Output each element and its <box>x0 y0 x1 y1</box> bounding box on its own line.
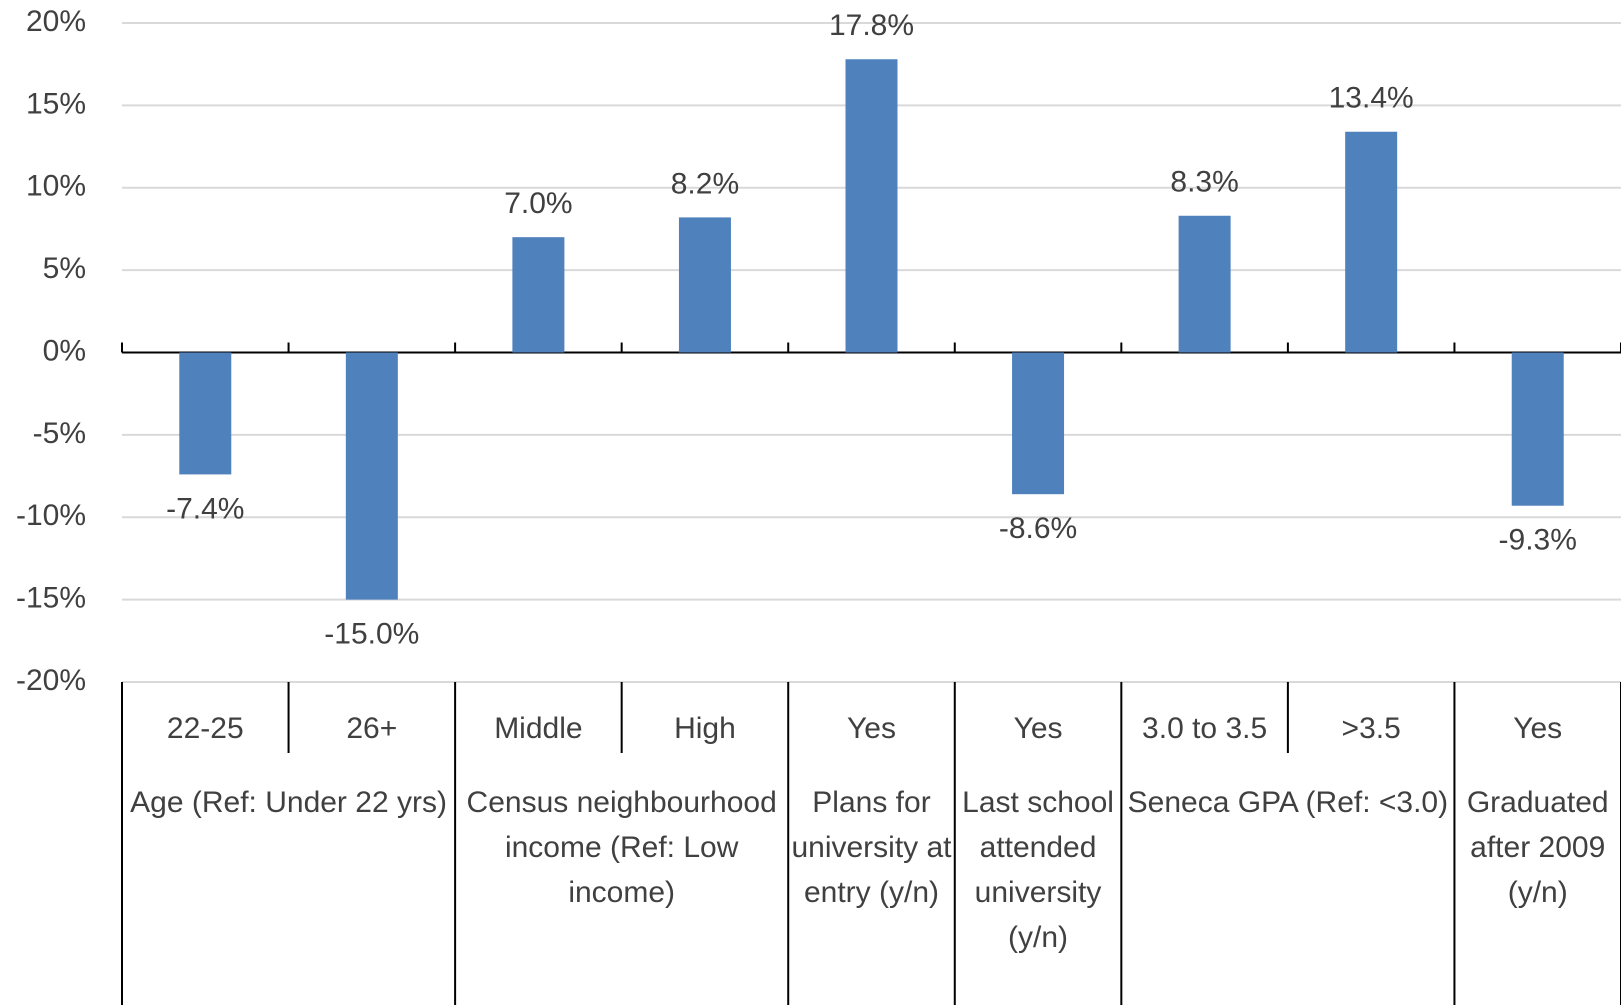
bar <box>1012 352 1065 495</box>
value-label: 8.3% <box>1170 166 1238 199</box>
y-tick-label: -10% <box>16 499 86 532</box>
value-label: -9.3% <box>1499 524 1577 557</box>
y-tick-label: 10% <box>26 170 86 203</box>
group-label: Graduated after 2009 (y/n) <box>1466 786 1609 909</box>
x-tick-label: High <box>674 712 736 745</box>
x-tick-label: 3.0 to 3.5 <box>1142 712 1267 745</box>
value-label: 13.4% <box>1329 82 1414 115</box>
bar <box>179 352 232 475</box>
bar <box>845 59 898 353</box>
group-label: Plans for university at entry (y/n) <box>791 786 952 909</box>
y-tick-label: 5% <box>43 252 86 285</box>
value-label: -8.6% <box>999 512 1077 545</box>
x-tick-label: Yes <box>1014 712 1063 745</box>
bar <box>1178 215 1231 353</box>
bar <box>512 237 565 353</box>
x-tick-label: 26+ <box>346 712 397 745</box>
y-tick-label: 0% <box>43 334 86 367</box>
group-label: Seneca GPA (Ref: <3.0) <box>1127 786 1449 819</box>
x-tick-label: Yes <box>1513 712 1562 745</box>
bar <box>678 217 731 353</box>
y-tick-label: -20% <box>16 664 86 697</box>
x-tick-label: Middle <box>494 712 582 745</box>
value-label: 7.0% <box>504 187 572 220</box>
group-label: Last school attended university (y/n) <box>962 786 1114 954</box>
x-tick-label: >3.5 <box>1342 712 1401 745</box>
group-label: Age (Ref: Under 22 yrs) <box>130 786 447 819</box>
y-tick-label: -15% <box>16 582 86 615</box>
bar <box>1511 352 1564 506</box>
value-label: 17.8% <box>829 9 914 42</box>
y-tick-label: 15% <box>26 87 86 120</box>
x-tick-label: Yes <box>847 712 896 745</box>
value-label: -15.0% <box>324 618 419 651</box>
bar <box>345 352 398 600</box>
bar <box>1345 131 1398 353</box>
value-label: 8.2% <box>671 167 739 200</box>
group-label: Census neighbourhood income (Ref: Low in… <box>466 786 777 909</box>
y-tick-label: -5% <box>33 417 86 450</box>
x-tick-label: 22-25 <box>167 712 244 745</box>
y-tick-label: 20% <box>26 5 86 38</box>
value-label: -7.4% <box>166 492 244 525</box>
